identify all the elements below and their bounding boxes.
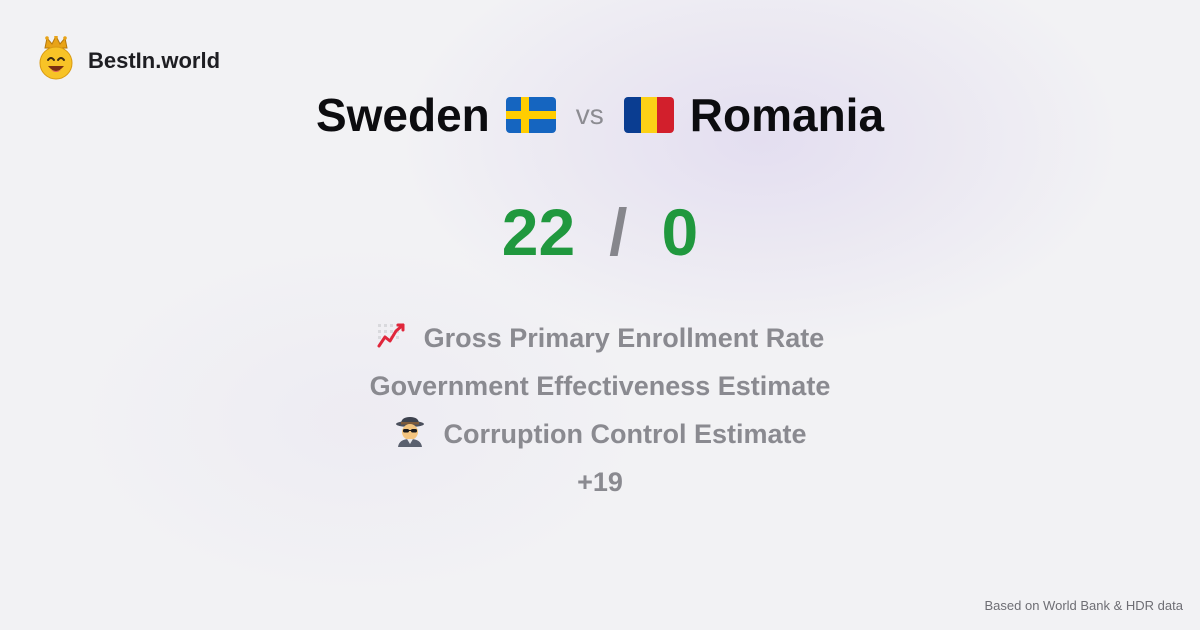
- score-separator: /: [609, 195, 628, 269]
- comparison-title: Sweden vs Romania: [0, 88, 1200, 142]
- metrics-list: Gross Primary Enrollment Rate Government…: [0, 314, 1200, 506]
- right-country-name[interactable]: Romania: [689, 89, 885, 141]
- metric-label: Gross Primary Enrollment Rate: [423, 322, 825, 353]
- metric-item[interactable]: Gross Primary Enrollment Rate: [376, 314, 825, 362]
- vs-label: vs: [575, 99, 604, 130]
- score: 22 / 0: [0, 194, 1200, 270]
- more-metrics-count[interactable]: +19: [577, 466, 623, 497]
- data-source-note: Based on World Bank & HDR data: [984, 598, 1183, 613]
- sweden-flag-icon: [505, 97, 556, 133]
- left-score: 22: [501, 195, 576, 269]
- metric-item[interactable]: Corruption Control Estimate: [394, 410, 807, 458]
- brand-name: BestIn.world: [88, 47, 221, 73]
- metric-label: Corruption Control Estimate: [443, 418, 807, 449]
- brand[interactable]: BestIn.world: [38, 34, 221, 85]
- romania-flag-icon: [623, 97, 674, 133]
- left-country-name[interactable]: Sweden: [315, 89, 490, 141]
- metric-label: Government Effectiveness Estimate: [369, 370, 831, 401]
- crown-smiley-icon: [38, 34, 74, 85]
- metric-item[interactable]: Government Effectiveness Estimate: [370, 362, 831, 410]
- chart-increasing-icon: [376, 320, 406, 357]
- right-score: 0: [661, 195, 699, 269]
- detective-icon: [394, 415, 426, 454]
